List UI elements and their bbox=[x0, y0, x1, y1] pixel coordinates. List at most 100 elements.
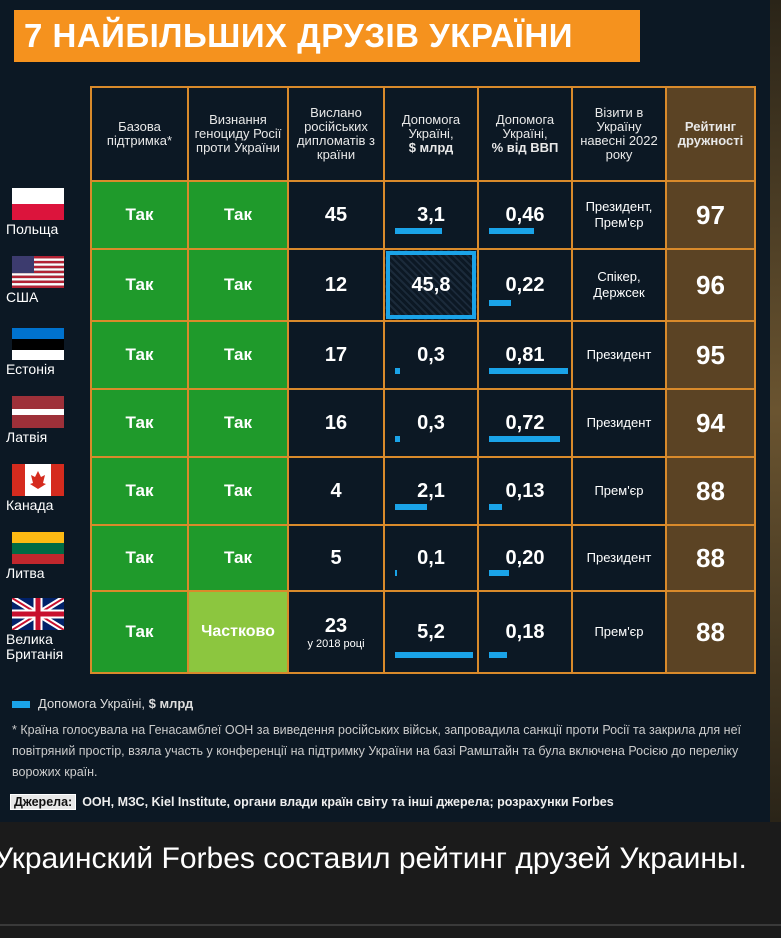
aid-gdp-value: 0,18 bbox=[505, 620, 545, 643]
aid-usd-value: 2,1 bbox=[417, 479, 445, 502]
cell-basic-support: Так bbox=[90, 456, 189, 526]
aid-usd-value: 0,3 bbox=[417, 343, 445, 366]
post-caption: Украинский Forbes составил рейтинг друзе… bbox=[0, 842, 747, 875]
cell-genocide: Так bbox=[187, 320, 289, 390]
uk-flag-icon bbox=[12, 598, 64, 630]
aid-usd-value: 0,3 bbox=[417, 411, 445, 434]
cell-basic-support: Так bbox=[90, 590, 189, 674]
divider bbox=[0, 924, 781, 926]
cell-rating: 94 bbox=[665, 388, 756, 458]
table-row: Так Так 45 3,1 0,46 Президент, Прем'єр 9… bbox=[90, 180, 756, 250]
cell-basic-support: Так bbox=[90, 388, 189, 458]
infographic-title: 7 НАЙБІЛЬШИХ ДРУЗІВ УКРАЇНИ bbox=[14, 10, 640, 62]
country-name: США bbox=[6, 289, 39, 305]
footnote: * Країна голосувала на Генасамблеї ООН з… bbox=[12, 723, 741, 779]
cell-visits: Прем'єр bbox=[571, 456, 667, 526]
cell-genocide: Так bbox=[187, 180, 289, 250]
cell-basic-support: Так bbox=[90, 248, 189, 322]
cell-basic-support: Так bbox=[90, 524, 189, 592]
country-name: Естонія bbox=[6, 361, 55, 377]
header-aid-gdp-unit: % від ВВП bbox=[491, 140, 559, 155]
cell-visits: Президент, Прем'єр bbox=[571, 180, 667, 250]
table-row: Так Так 17 0,3 0,81 Президент 95 bbox=[90, 320, 756, 390]
header-aid-usd: Допомога Україні, $ млрд bbox=[383, 86, 479, 182]
diplomats-value: 5 bbox=[330, 546, 342, 569]
cell-aid-usd: 0,3 bbox=[383, 388, 479, 458]
table-row: Так Так 16 0,3 0,72 Президент 94 bbox=[90, 388, 756, 458]
aid-usd-value: 5,2 bbox=[417, 620, 445, 643]
cell-visits: Прем'єр bbox=[571, 590, 667, 674]
table-header: Базова підтримка* Визнання геноциду Росі… bbox=[90, 86, 756, 182]
cell-aid-gdp: 0,46 bbox=[477, 180, 573, 250]
cell-rating: 97 bbox=[665, 180, 756, 250]
diplomats-note: у 2018 році bbox=[307, 637, 365, 650]
sources: Джерела: ООН, МЗС, Kiel Institute, органи… bbox=[10, 794, 614, 810]
aid-gdp-value: 0,20 bbox=[505, 546, 545, 569]
aid-gdp-bar bbox=[489, 504, 502, 510]
cell-rating: 88 bbox=[665, 524, 756, 592]
cell-diplomats: 23 у 2018 році bbox=[287, 590, 385, 674]
cell-rating: 96 bbox=[665, 248, 756, 322]
cell-aid-gdp: 0,13 bbox=[477, 456, 573, 526]
usa-flag-icon bbox=[12, 256, 64, 288]
country-label: Польща bbox=[6, 188, 86, 237]
cell-diplomats: 45 bbox=[287, 180, 385, 250]
aid-gdp-value: 0,72 bbox=[505, 411, 545, 434]
diplomats-value: 45 bbox=[324, 203, 348, 226]
cell-visits: Спікер, Держсек bbox=[571, 248, 667, 322]
aid-gdp-value: 0,22 bbox=[505, 273, 545, 296]
cell-diplomats: 4 bbox=[287, 456, 385, 526]
cell-basic-support: Так bbox=[90, 180, 189, 250]
cell-diplomats: 12 bbox=[287, 248, 385, 322]
legend-label: Допомога Україні, bbox=[38, 696, 146, 711]
cell-rating: 88 bbox=[665, 590, 756, 674]
diplomats-value: 23 bbox=[324, 614, 348, 637]
cell-genocide: Так bbox=[187, 248, 289, 322]
country-label: Канада bbox=[6, 464, 86, 513]
country-label: США bbox=[6, 256, 86, 305]
aid-gdp-bar bbox=[489, 652, 507, 658]
header-diplomats: Вислано російських дипломатів з країни bbox=[287, 86, 385, 182]
cell-genocide: Так bbox=[187, 456, 289, 526]
cell-aid-gdp: 0,81 bbox=[477, 320, 573, 390]
country-name: Велика Британія bbox=[6, 631, 64, 662]
canada-flag-icon bbox=[12, 464, 64, 496]
legend-unit: $ млрд bbox=[148, 696, 194, 711]
header-visits: Візити в Україну навесні 2022 року bbox=[571, 86, 667, 182]
aid-gdp-bar bbox=[489, 300, 511, 306]
legend-swatch bbox=[12, 701, 30, 709]
sources-text: ООН, МЗС, Kiel Institute, органи влади к… bbox=[82, 795, 614, 809]
cell-aid-usd: 5,2 bbox=[383, 590, 479, 674]
cell-visits: Президент bbox=[571, 524, 667, 592]
lithuania-flag-icon bbox=[12, 532, 64, 564]
header-aid-usd-label: Допомога Україні, bbox=[401, 112, 461, 141]
aid-usd-bar bbox=[395, 570, 397, 576]
aid-usd-bar bbox=[395, 436, 400, 442]
header-rating: Рейтинг дружності bbox=[665, 86, 756, 182]
cell-aid-usd: 3,1 bbox=[383, 180, 479, 250]
country-label: Естонія bbox=[6, 328, 86, 377]
cell-diplomats: 16 bbox=[287, 388, 385, 458]
cell-aid-usd: 2,1 bbox=[383, 456, 479, 526]
cell-aid-gdp: 0,20 bbox=[477, 524, 573, 592]
cell-genocide: Так bbox=[187, 524, 289, 592]
aid-gdp-value: 0,81 bbox=[505, 343, 545, 366]
aid-gdp-bar bbox=[489, 436, 560, 442]
header-aid-usd-unit: $ млрд bbox=[408, 140, 454, 155]
aid-usd-bar bbox=[395, 652, 473, 658]
infographic: 7 НАЙБІЛЬШИХ ДРУЗІВ УКРАЇНИ Польща США Ест… bbox=[0, 0, 770, 822]
aid-usd-value: 0,1 bbox=[417, 546, 445, 569]
table-row: Так Так 5 0,1 0,20 Президент 88 bbox=[90, 524, 756, 592]
aid-usd-bar bbox=[395, 368, 400, 374]
header-aid-gdp: Допомога Україні,% від ВВП bbox=[477, 86, 573, 182]
cell-visits: Президент bbox=[571, 388, 667, 458]
header-basic-support: Базова підтримка* bbox=[90, 86, 189, 182]
cell-aid-gdp: 0,18 bbox=[477, 590, 573, 674]
header-genocide: Визнання геноциду Росії проти України bbox=[187, 86, 289, 182]
cell-genocide: Частково bbox=[187, 590, 289, 674]
country-name: Канада bbox=[6, 497, 54, 513]
diplomats-value: 16 bbox=[324, 411, 348, 434]
country-label: Литва bbox=[6, 532, 86, 581]
country-name: Польща bbox=[6, 221, 59, 237]
latvia-flag-icon bbox=[12, 396, 64, 428]
